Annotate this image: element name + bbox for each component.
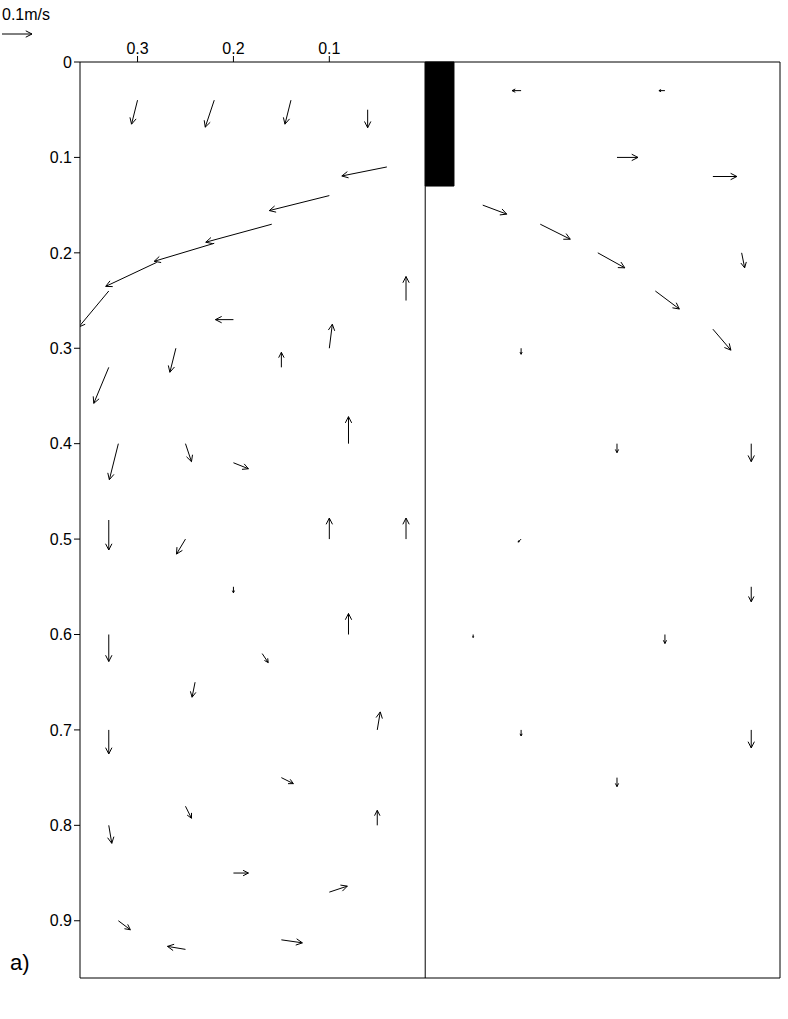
- svg-text:0.1: 0.1: [50, 149, 72, 166]
- html-text:0.1m/s: 0.1m/s: [2, 6, 50, 23]
- svg-text:0.1: 0.1: [318, 40, 340, 57]
- svg-text:0.3: 0.3: [126, 40, 148, 57]
- svg-text:0: 0: [63, 54, 72, 71]
- svg-text:0.5: 0.5: [50, 531, 72, 548]
- html-text:a): a): [10, 950, 30, 975]
- svg-text:0.9: 0.9: [50, 912, 72, 929]
- svg-text:0.6: 0.6: [50, 626, 72, 643]
- svg-text:0.8: 0.8: [50, 817, 72, 834]
- svg-text:0.2: 0.2: [222, 40, 244, 57]
- svg-text:0.4: 0.4: [50, 435, 72, 452]
- svg-text:0.7: 0.7: [50, 722, 72, 739]
- svg-text:0.2: 0.2: [50, 245, 72, 262]
- svg-text:0.3: 0.3: [50, 340, 72, 357]
